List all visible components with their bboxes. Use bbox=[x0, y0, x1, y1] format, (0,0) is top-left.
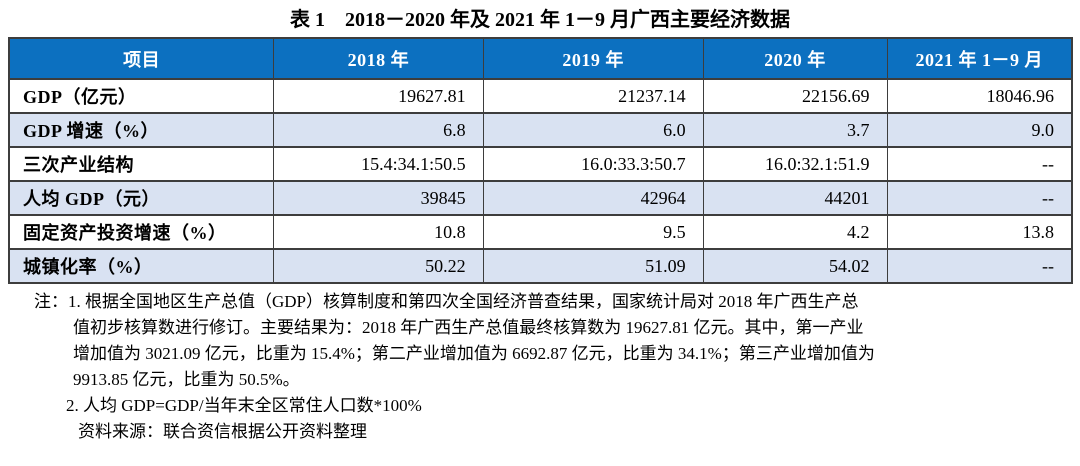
cell-value: 9.0 bbox=[886, 112, 1073, 148]
cell-value: 9.5 bbox=[482, 214, 704, 250]
cell-value: 54.02 bbox=[702, 248, 888, 284]
note-source-line: 资料来源：联合资信根据公开资料整理 bbox=[78, 422, 367, 441]
cell-value: 6.8 bbox=[273, 112, 484, 148]
cell-value: 15.4:34.1:50.5 bbox=[273, 146, 484, 182]
header-cell-2018: 2018 年 bbox=[273, 37, 484, 80]
table-row-gdp: GDP（亿元） 19627.81 21237.14 22156.69 18046… bbox=[8, 78, 1073, 114]
table-notes: 注：1. 根据全国地区生产总值（GDP）核算制度和第四次全国经济普查结果，国家统… bbox=[0, 289, 1080, 445]
cell-value: 42964 bbox=[482, 180, 704, 216]
table-row-gdp-growth: GDP 增速（%） 6.8 6.0 3.7 9.0 bbox=[8, 112, 1073, 148]
cell-value: 50.22 bbox=[273, 248, 484, 284]
cell-value: 6.0 bbox=[482, 112, 704, 148]
cell-value: 21237.14 bbox=[482, 78, 704, 114]
report-page: 表 1 2018－2020 年及 2021 年 1－9 月广西主要经济数据 项目… bbox=[0, 9, 1080, 445]
row-label: GDP 增速（%） bbox=[8, 112, 275, 148]
header-row: 项目 2018 年 2019 年 2020 年 2021 年 1－9 月 bbox=[8, 37, 1073, 80]
cell-value: 16.0:32.1:51.9 bbox=[702, 146, 888, 182]
cell-value: 16.0:33.3:50.7 bbox=[482, 146, 704, 182]
cell-value: 10.8 bbox=[273, 214, 484, 250]
cell-value: 39845 bbox=[273, 180, 484, 216]
row-label: 城镇化率（%） bbox=[8, 248, 275, 284]
cell-value: 19627.81 bbox=[273, 78, 484, 114]
header-cell-2019: 2019 年 bbox=[482, 37, 704, 80]
cell-value: 13.8 bbox=[886, 214, 1073, 250]
table-row-urbanization-rate: 城镇化率（%） 50.22 51.09 54.02 -- bbox=[8, 248, 1073, 284]
note-line: 9913.85 亿元，比重为 50.5%。 bbox=[73, 370, 300, 389]
table-title: 表 1 2018－2020 年及 2021 年 1－9 月广西主要经济数据 bbox=[290, 9, 790, 31]
cell-value: 18046.96 bbox=[886, 78, 1073, 114]
cell-value: 44201 bbox=[702, 180, 888, 216]
cell-value: -- bbox=[886, 180, 1073, 216]
cell-value: -- bbox=[886, 146, 1073, 182]
row-label: 三次产业结构 bbox=[8, 146, 275, 182]
note-line: 2. 人均 GDP=GDP/当年末全区常住人口数*100% bbox=[66, 396, 422, 415]
table-row-industry-structure: 三次产业结构 15.4:34.1:50.5 16.0:33.3:50.7 16.… bbox=[8, 146, 1073, 182]
note-line: 值初步核算数进行修订。主要结果为：2018 年广西生产总值最终核算数为 1962… bbox=[73, 318, 864, 337]
cell-value: 22156.69 bbox=[702, 78, 888, 114]
note-line: 增加值为 3021.09 亿元，比重为 15.4%；第二产业增加值为 6692.… bbox=[73, 344, 875, 363]
note-line: 注：1. 根据全国地区生产总值（GDP）核算制度和第四次全国经济普查结果，国家统… bbox=[34, 292, 859, 311]
row-label: 人均 GDP（元） bbox=[8, 180, 275, 216]
cell-value: 4.2 bbox=[702, 214, 888, 250]
row-label: 固定资产投资增速（%） bbox=[8, 214, 275, 250]
table-row-gdp-per-capita: 人均 GDP（元） 39845 42964 44201 -- bbox=[8, 180, 1073, 216]
header-cell-2021-1-9: 2021 年 1－9 月 bbox=[886, 37, 1073, 80]
header-cell-2020: 2020 年 bbox=[702, 37, 888, 80]
cell-value: 51.09 bbox=[482, 248, 704, 284]
cell-value: -- bbox=[886, 248, 1073, 284]
cell-value: 3.7 bbox=[702, 112, 888, 148]
table-row-fixed-investment-growth: 固定资产投资增速（%） 10.8 9.5 4.2 13.8 bbox=[8, 214, 1073, 250]
row-label: GDP（亿元） bbox=[8, 78, 275, 114]
header-cell-item: 项目 bbox=[8, 37, 275, 80]
economic-data-table: 项目 2018 年 2019 年 2020 年 2021 年 1－9 月 GDP… bbox=[8, 37, 1073, 284]
